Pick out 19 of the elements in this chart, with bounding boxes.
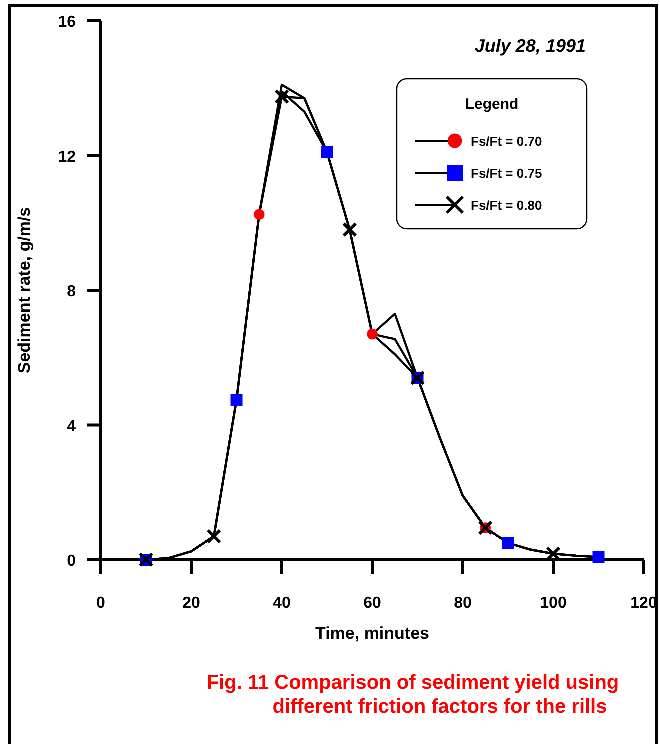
x-tick-label: 20	[182, 595, 200, 612]
x-tick-label: 0	[96, 595, 106, 612]
annotation: July 28, 1991	[474, 36, 586, 56]
x-tick-label: 100	[540, 595, 567, 612]
legend-label: Fs/Ft = 0.75	[471, 166, 542, 181]
legend-label: Fs/Ft = 0.70	[471, 134, 542, 149]
y-tick-label: 12	[58, 148, 76, 166]
y-axis-title: Sediment rate, g/m/s	[15, 207, 34, 374]
legend-label: Fs/Ft = 0.80	[471, 198, 542, 213]
legend-title: Legend	[465, 96, 519, 113]
x-tick-label: 40	[273, 595, 291, 612]
x-tick-label: 60	[364, 595, 382, 612]
y-tick-label: 4	[67, 418, 76, 436]
y-tick-label: 8	[67, 284, 76, 300]
y-tick-label: 16	[58, 14, 76, 31]
y-tick-label: 0	[67, 553, 76, 570]
caption: Fig. 11 Comparison of sediment yield using different friction factors for the rills	[206, 672, 620, 718]
x-tick-label: 80	[454, 595, 472, 612]
x-axis-title: Time, minutes	[316, 624, 430, 643]
